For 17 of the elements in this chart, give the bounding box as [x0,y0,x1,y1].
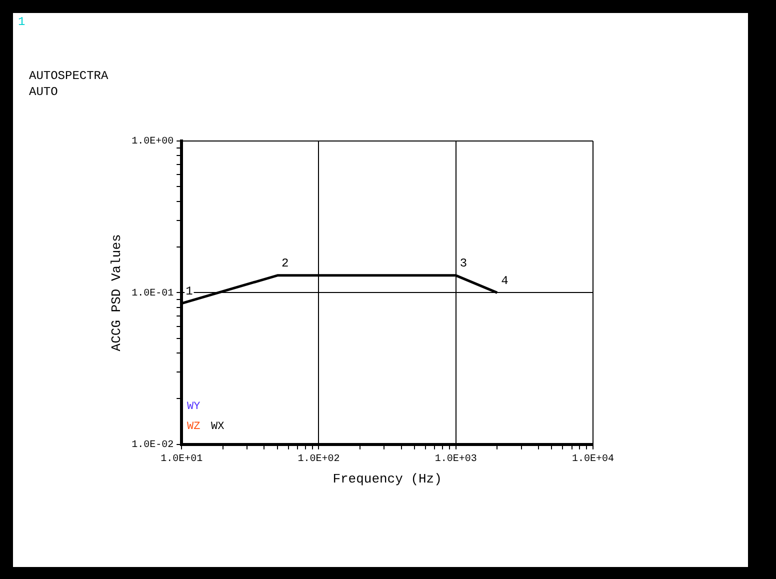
annotation: 4 [501,274,508,288]
text: 1 [18,15,26,29]
annotation: 3 [460,256,468,271]
annotation: 1 [186,284,193,299]
text: AUTOSPECTRA [29,69,108,83]
x-tick-label: 1.0E+01 [160,454,203,466]
annotation: 2 [281,256,289,271]
y-axis-title: ACCG PSD Values [109,234,124,352]
x-axis-title: Frequency (Hz) [332,472,442,487]
x-tick-label: 1.0E+03 [434,454,477,466]
axis-triad-icon: WY WZ WX [185,401,231,435]
x-tick-label: 1.0E+04 [572,454,614,466]
x-tick-label: 1.0E+02 [298,454,340,466]
y-tick-label: 1.0E+00 [132,136,174,148]
text: AUTO [29,85,58,99]
y-tick-label: 1.0E-02 [132,440,174,452]
y-tick-label: 1.0E-01 [132,288,174,300]
